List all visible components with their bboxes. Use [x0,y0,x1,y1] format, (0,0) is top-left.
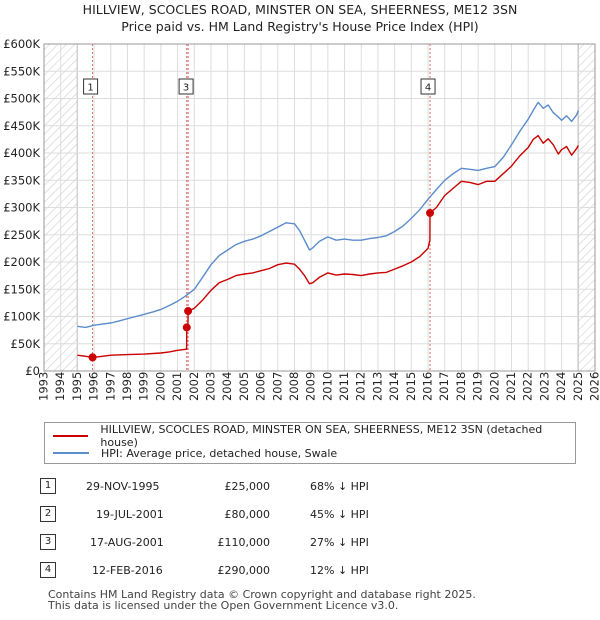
transaction-date: 29-NOV-1995 [86,479,160,493]
x-tick-label: 2022 [521,372,535,401]
transaction-number-badge: 1 [40,478,56,494]
x-tick-label: 2002 [187,372,201,401]
hpi-series-line [77,101,579,329]
transaction-number-badge: 3 [40,534,56,550]
legend-swatch-blue [53,452,89,454]
x-tick-label: 2013 [370,372,384,401]
x-tick-label: 2006 [254,372,268,401]
x-tick-label: 2020 [487,372,501,401]
plot-frame [43,43,596,372]
transaction-price: £80,000 [224,507,271,521]
sale-annotation-box [83,78,99,95]
chart-title: HILLVIEW, SCOCLES ROAD, MINSTER ON SEA, … [82,2,518,17]
footer-licence: This data is licensed under the Open Gov… [48,599,399,612]
footer-notice: Contains HM Land Registry data © Crown c… [48,589,476,611]
sale-marker-point [88,353,97,362]
sale-marker-point [426,208,435,217]
x-tick-label: 2011 [337,372,351,401]
y-tick-label: £400K [3,146,40,160]
transaction-date: 19-JUL-2001 [96,507,164,521]
y-tick-label: £300K [3,201,40,215]
table-row: 2 19-JUL-2001 £80,000 45% ↓ HPI [40,500,369,528]
transaction-price: £25,000 [224,479,271,493]
y-tick-label: £0 [25,364,40,378]
legend-label-price-paid: HILLVIEW, SCOCLES ROAD, MINSTER ON SEA, … [100,423,543,449]
transactions-table: 1 29-NOV-1995 £25,000 68% ↓ HPI 2 19-JUL… [40,472,369,584]
table-row: 4 12-FEB-2016 £290,000 12% ↓ HPI [40,556,369,584]
transaction-number-badge: 4 [40,562,56,578]
transaction-price: £290,000 [217,563,271,577]
x-tick-label: 2015 [404,372,418,401]
x-tick-label: 2001 [170,372,184,401]
x-tick-label: 2021 [504,372,518,401]
x-tick-label: 1999 [137,372,151,401]
sale-marker-point [182,323,191,332]
table-row: 1 29-NOV-1995 £25,000 68% ↓ HPI [40,472,369,500]
sale-marker-point [184,307,193,316]
y-tick-label: £150K [3,282,40,296]
y-tick-label: £450K [3,119,40,133]
transaction-price: £110,000 [217,535,271,549]
transaction-hpi: 12% ↓ HPI [310,563,369,577]
sale-annotation-label: 1 [87,83,93,94]
footer-copyright: Contains HM Land Registry data © Crown c… [48,588,476,601]
sale-annotation-label: 4 [425,83,431,94]
x-tick-label: 2010 [320,372,334,401]
sale-annotation-label: 3 [183,83,189,94]
sale-annotation-box [178,78,194,95]
x-tick-label: 2000 [153,372,167,401]
x-tick-label: 2023 [537,372,551,401]
legend-label-hpi: HPI: Average price, detached house, Swal… [101,446,338,460]
x-tick-label: 1994 [53,372,67,401]
legend-swatch-red [53,435,89,437]
x-tick-label: 2007 [270,372,284,401]
x-tick-label: 2014 [387,372,401,401]
y-tick-label: £50K [11,337,41,351]
x-tick-label: 1995 [70,372,84,401]
y-tick-label: £600K [3,37,40,51]
x-tick-label: 2025 [571,372,585,401]
x-tick-label: 2017 [437,372,451,401]
y-tick-label: £200K [3,255,40,269]
x-tick-label: 1996 [87,372,101,401]
x-tick-label: 1993 [37,372,51,401]
transaction-hpi: 45% ↓ HPI [310,507,369,521]
chart-subtitle: Price paid vs. HM Land Registry's House … [121,19,479,34]
y-tick-label: £350K [3,173,40,187]
x-tick-label: 2026 [588,372,600,401]
transaction-number-badge: 2 [40,506,56,522]
x-tick-label: 1997 [103,372,117,401]
y-tick-label: £100K [3,310,40,324]
legend-item-hpi: HPI: Average price, detached house, Swal… [53,445,337,461]
table-row: 3 17-AUG-2001 £110,000 27% ↓ HPI [40,528,369,556]
y-tick-label: £550K [3,64,40,78]
x-tick-label: 2005 [237,372,251,401]
y-tick-label: £250K [3,228,40,242]
transaction-date: 17-AUG-2001 [90,535,164,549]
x-tick-label: 1998 [120,372,134,401]
x-tick-label: 2019 [471,372,485,401]
x-tick-label: 2008 [287,372,301,401]
x-tick-label: 2024 [554,372,568,401]
x-tick-label: 2018 [454,372,468,401]
y-tick-label: £500K [3,92,40,106]
x-tick-label: 2009 [304,372,318,401]
x-tick-label: 2016 [421,372,435,401]
sale-annotation-box [420,78,436,95]
transaction-date: 12-FEB-2016 [92,563,163,577]
x-tick-label: 2003 [203,372,217,401]
transaction-hpi: 68% ↓ HPI [310,479,369,493]
price-chart: 1 3 4 £0 £50K £100K £150K £200K £250K £300K £350K… [3,37,600,401]
legend: HILLVIEW, SCOCLES ROAD, MINSTER ON SEA, … [44,422,576,464]
transaction-hpi: 27% ↓ HPI [310,535,369,549]
legend-item-price-paid: HILLVIEW, SCOCLES ROAD, MINSTER ON SEA, … [53,423,575,449]
x-tick-label: 2004 [220,372,234,401]
x-tick-label: 2012 [354,372,368,401]
